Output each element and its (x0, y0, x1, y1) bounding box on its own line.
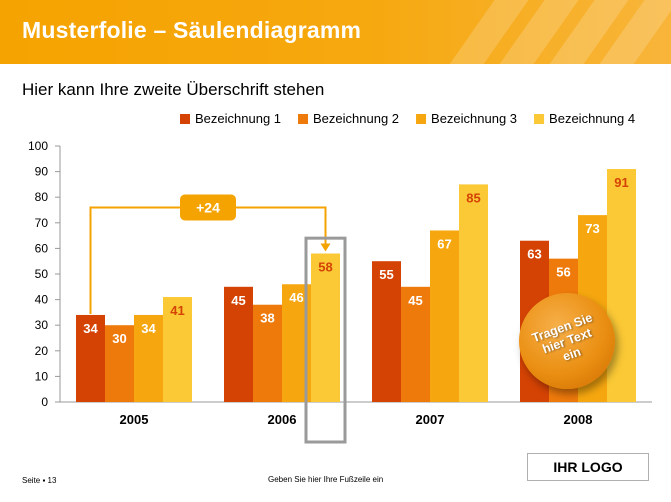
callout-badge: Tragen Sie hier Text ein (519, 293, 615, 389)
y-tick-label: 50 (35, 267, 49, 281)
category-label: 2007 (416, 412, 445, 427)
y-tick-label: 10 (35, 369, 49, 383)
legend-swatch (298, 114, 309, 124)
highlight-box (304, 236, 347, 444)
bar-value-label: 67 (437, 236, 451, 251)
bar (163, 297, 192, 402)
bar (607, 169, 636, 402)
bar-value-label: 45 (408, 293, 422, 308)
y-tick-label: 30 (35, 318, 49, 332)
bar (76, 314, 105, 402)
legend-swatch (416, 114, 427, 124)
bar-value-label: 58 (318, 260, 332, 275)
category-label: 2006 (268, 412, 297, 427)
category-label: 2008 (564, 412, 593, 427)
y-tick-label: 100 (28, 139, 48, 153)
y-tick-label: 70 (35, 216, 49, 230)
bar (224, 286, 253, 402)
y-tick-label: 60 (35, 241, 49, 255)
y-tick-label: 80 (35, 190, 49, 204)
slide-subtitle: Hier kann Ihre zweite Überschrift stehen (22, 80, 325, 99)
bar-value-label: 34 (141, 321, 156, 336)
footer-text: Geben Sie hier Ihre Fußzeile ein (268, 475, 384, 484)
title-banner: Musterfolie – Säulendiagramm (0, 0, 671, 64)
page-number: Seite ▪ 13 (22, 476, 57, 485)
bar-value-label: 34 (83, 321, 98, 336)
bar (459, 184, 488, 402)
bar-value-label: 46 (289, 290, 303, 305)
annotation-label: +24 (196, 199, 220, 215)
annotation-arrowhead (320, 243, 331, 252)
legend-swatch (180, 114, 190, 124)
bar-value-label: 55 (379, 267, 393, 282)
bar (134, 314, 163, 402)
bar-value-label: 41 (170, 303, 184, 318)
bar (401, 286, 430, 402)
bar-value-label: 91 (614, 175, 628, 190)
bar (372, 261, 401, 402)
legend-label: Bezeichnung 3 (431, 111, 517, 126)
bar-value-label: 73 (585, 221, 599, 236)
bar-value-label: 85 (466, 190, 480, 205)
logo-placeholder: IHR LOGO (527, 453, 649, 481)
y-tick-label: 20 (35, 344, 49, 358)
bar (430, 230, 459, 402)
category-label: 2005 (120, 412, 149, 427)
annotation-box (180, 194, 236, 221)
y-tick-label: 40 (35, 293, 49, 307)
bar-value-label: 30 (112, 331, 126, 346)
legend-swatch (534, 114, 545, 124)
bar-value-label: 63 (527, 247, 541, 262)
y-tick-label: 90 (35, 165, 49, 179)
bar (105, 325, 134, 402)
bar-value-label: 56 (556, 265, 570, 280)
bar-value-label: 45 (231, 293, 245, 308)
bar (253, 304, 282, 402)
slide-title: Musterfolie – Säulendiagramm (22, 17, 362, 43)
legend-label: Bezeichnung 4 (549, 111, 635, 126)
bar-value-label: 38 (260, 311, 274, 326)
legend-label: Bezeichnung 1 (195, 111, 281, 126)
bar (311, 253, 340, 402)
legend-label: Bezeichnung 2 (313, 111, 399, 126)
y-tick-label: 0 (41, 395, 48, 409)
